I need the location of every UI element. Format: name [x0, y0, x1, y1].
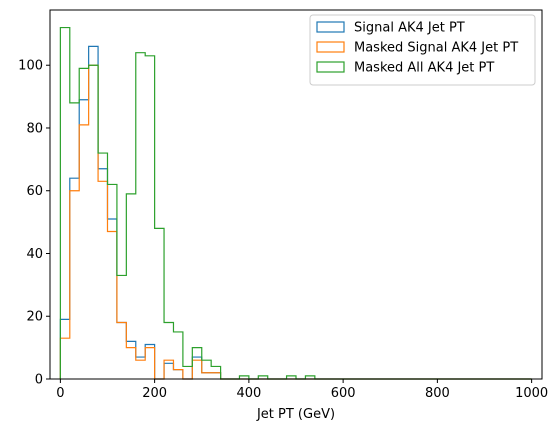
x-tick-label: 0 [56, 386, 64, 401]
legend-label: Signal AK4 Jet PT [354, 21, 465, 36]
legend-label: Masked All AK4 Jet PT [354, 61, 494, 76]
x-tick-label: 400 [236, 386, 261, 401]
x-tick-label: 200 [142, 386, 167, 401]
x-tick-label: 1000 [515, 386, 548, 401]
x-tick-label: 800 [425, 386, 450, 401]
legend: Signal AK4 Jet PT Masked Signal AK4 Jet P… [310, 15, 535, 85]
y-tick-label: 0 [35, 373, 43, 388]
y-tick-label: 60 [26, 184, 43, 199]
y-tick-label: 20 [26, 310, 43, 325]
y-tick-label: 100 [18, 59, 43, 74]
y-tick-label: 80 [26, 121, 43, 136]
y-tick-label: 40 [26, 247, 43, 262]
legend-label: Masked Signal AK4 Jet PT [354, 41, 518, 56]
x-axis-label: Jet PT (GeV) [256, 407, 335, 422]
x-tick-label: 600 [331, 386, 356, 401]
